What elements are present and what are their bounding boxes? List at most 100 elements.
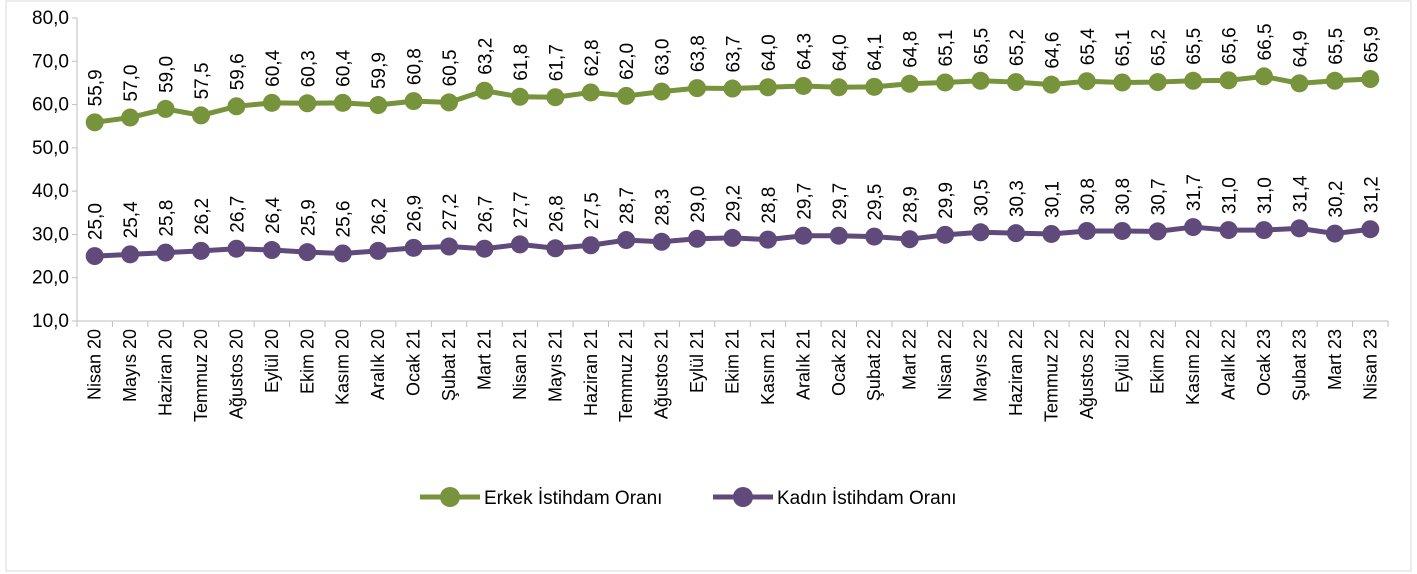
x-tick-label: Nisan 20	[85, 329, 105, 400]
data-point	[1290, 219, 1309, 238]
x-tick-label: Ocak 22	[829, 329, 849, 396]
data-label: 26,2	[192, 198, 213, 235]
data-label: 31,7	[1184, 174, 1205, 211]
series-erkek: 55,9 57,0 59,0 57,5 59,6 60,4 60,3 60,4 59,9 60,8…	[85, 23, 1382, 132]
data-label: 60,4	[263, 49, 284, 86]
data-label: 64,9	[1290, 30, 1311, 67]
data-label: 30,8	[1113, 178, 1134, 215]
x-tick-label: Ocak 23	[1254, 329, 1274, 396]
legend-item-kadin[interactable]: Kadın İstihdam Oranı	[713, 487, 957, 509]
data-point	[1006, 73, 1025, 92]
data-label: 60,4	[334, 49, 355, 86]
data-point	[971, 223, 990, 242]
x-tick-label: Aralık 22	[1219, 329, 1239, 400]
data-label: 63,8	[688, 35, 709, 72]
y-tick-label: 70,0	[32, 51, 69, 72]
data-label: 65,9	[1361, 26, 1382, 63]
data-label: 29,7	[794, 183, 815, 220]
data-label: 30,7	[1149, 178, 1170, 215]
data-point	[546, 88, 565, 107]
data-point	[262, 93, 281, 112]
data-point	[440, 237, 459, 256]
x-tick-label: Eylül 22	[1112, 329, 1132, 393]
legend-label-erkek: Erkek İstihdam Oranı	[484, 488, 662, 509]
x-tick-label: Ağustos 20	[226, 329, 246, 419]
legend: Erkek İstihdam Oranı Kadın İstihdam Oran…	[420, 487, 957, 509]
x-tick-label: Temmuz 22	[1041, 329, 1061, 422]
data-point	[192, 241, 211, 260]
data-label: 25,9	[298, 199, 319, 236]
data-point	[121, 108, 140, 127]
data-label: 60,8	[405, 48, 426, 85]
data-label: 27,2	[440, 194, 461, 231]
data-point	[1042, 75, 1061, 94]
data-point	[794, 226, 813, 245]
x-tick-label: Kasım 20	[333, 329, 353, 405]
y-tick-label: 60,0	[32, 95, 69, 116]
data-label: 26,4	[263, 197, 284, 234]
data-label: 29,2	[724, 185, 745, 222]
y-tick-label: 20,0	[32, 268, 69, 289]
data-point	[758, 78, 777, 97]
data-label: 28,8	[759, 187, 780, 224]
data-point	[475, 239, 494, 258]
legend-item-erkek[interactable]: Erkek İstihdam Oranı	[420, 487, 662, 509]
legend-marker-erkek	[440, 487, 460, 507]
data-point	[1361, 220, 1380, 239]
x-tick-label: Mayıs 21	[545, 329, 565, 402]
data-label: 26,2	[369, 198, 390, 235]
x-tick-label: Mayıs 22	[971, 329, 991, 402]
data-label: 59,9	[369, 52, 390, 89]
data-point	[369, 96, 388, 115]
x-tick-label: Şubat 22	[864, 329, 884, 401]
data-point	[723, 79, 742, 98]
x-tick-label: Temmuz 21	[616, 329, 636, 422]
y-tick-label: 10,0	[32, 311, 69, 332]
data-point	[1184, 71, 1203, 90]
data-point	[1113, 73, 1132, 92]
data-point	[758, 230, 777, 249]
x-tick-label: Nisan 22	[935, 329, 955, 400]
x-tick-label: Ekim 21	[723, 329, 743, 394]
data-point	[156, 243, 175, 262]
x-tick-label: Haziran 22	[1006, 329, 1026, 416]
data-point	[510, 235, 529, 254]
data-point	[865, 227, 884, 246]
data-point	[581, 83, 600, 102]
data-label: 26,7	[227, 196, 248, 233]
data-label: 30,3	[1007, 180, 1028, 217]
data-label: 62,0	[617, 43, 638, 80]
data-label: 64,3	[794, 33, 815, 70]
data-label: 63,7	[724, 36, 745, 73]
data-point	[936, 73, 955, 92]
data-point	[404, 92, 423, 111]
data-point	[1113, 221, 1132, 240]
data-point	[1006, 224, 1025, 243]
data-label: 26,7	[475, 196, 496, 233]
data-label: 65,5	[972, 28, 993, 65]
x-tick-label: Şubat 23	[1289, 329, 1309, 401]
data-label: 63,0	[653, 39, 674, 76]
data-label: 59,6	[227, 53, 248, 90]
data-point	[333, 93, 352, 112]
data-point	[581, 236, 600, 255]
x-tick-label: Ekim 22	[1148, 329, 1168, 394]
data-point	[192, 106, 211, 125]
data-point	[298, 243, 317, 262]
data-label: 62,8	[582, 39, 603, 76]
data-point	[936, 225, 955, 244]
data-point	[510, 87, 529, 106]
data-point	[440, 93, 459, 112]
y-tick-label: 50,0	[32, 138, 69, 159]
data-point	[227, 239, 246, 258]
data-label: 31,0	[1220, 177, 1241, 214]
x-tick-label: Haziran 21	[581, 329, 601, 416]
data-label: 28,3	[653, 189, 674, 226]
data-label: 25,0	[86, 203, 107, 240]
data-label: 65,6	[1220, 27, 1241, 64]
data-point	[829, 78, 848, 97]
data-label: 65,1	[936, 30, 957, 67]
data-point	[1077, 221, 1096, 240]
data-point	[617, 231, 636, 250]
data-point	[156, 99, 175, 118]
